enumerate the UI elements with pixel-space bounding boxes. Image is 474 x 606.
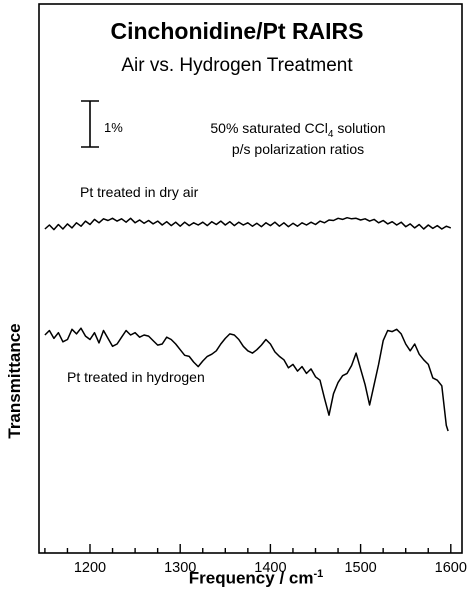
x-axis-label-text: Frequency / cm	[188, 568, 314, 588]
x-tick-label: 1400	[254, 560, 286, 576]
chart-subtitle: Air vs. Hydrogen Treatment	[121, 55, 353, 76]
note-line-1-post: solution	[333, 120, 386, 136]
series-label-air: Pt treated in dry air	[80, 184, 199, 200]
scale-bar	[81, 100, 99, 148]
x-tick-label: 1600	[435, 560, 467, 576]
note-line-2: p/s polarization ratios	[231, 141, 365, 157]
x-axis-ticks: 1200 1300 1400 1500 1600	[44, 544, 467, 576]
x-axis-label-sup: -1	[313, 568, 324, 580]
series-line-air	[44, 216, 452, 231]
series-label-hydrogen: Pt treated in hydrogen	[67, 369, 205, 385]
scale-bar-label: 1%	[104, 120, 123, 135]
x-axis-label: Frequency / cm-1	[189, 568, 324, 589]
y-axis-label: Transmittance	[5, 323, 24, 439]
note-line-1-sub: 4	[327, 128, 334, 140]
plot-frame	[38, 3, 463, 554]
series-line-hydrogen	[44, 327, 449, 432]
series-lines	[44, 216, 452, 432]
chart-title: Cinchonidine/Pt RAIRS	[110, 18, 364, 44]
note-line-1-pre: 50% saturated CCl	[210, 120, 328, 136]
x-tick-label: 1200	[74, 560, 106, 576]
x-tick-label: 1300	[164, 560, 196, 576]
x-tick-label: 1500	[344, 560, 376, 576]
note-line-1: 50% saturated CCl4 solution	[178, 117, 418, 146]
